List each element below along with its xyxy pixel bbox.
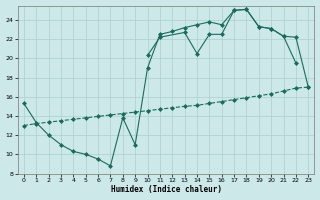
X-axis label: Humidex (Indice chaleur): Humidex (Indice chaleur): [111, 185, 221, 194]
